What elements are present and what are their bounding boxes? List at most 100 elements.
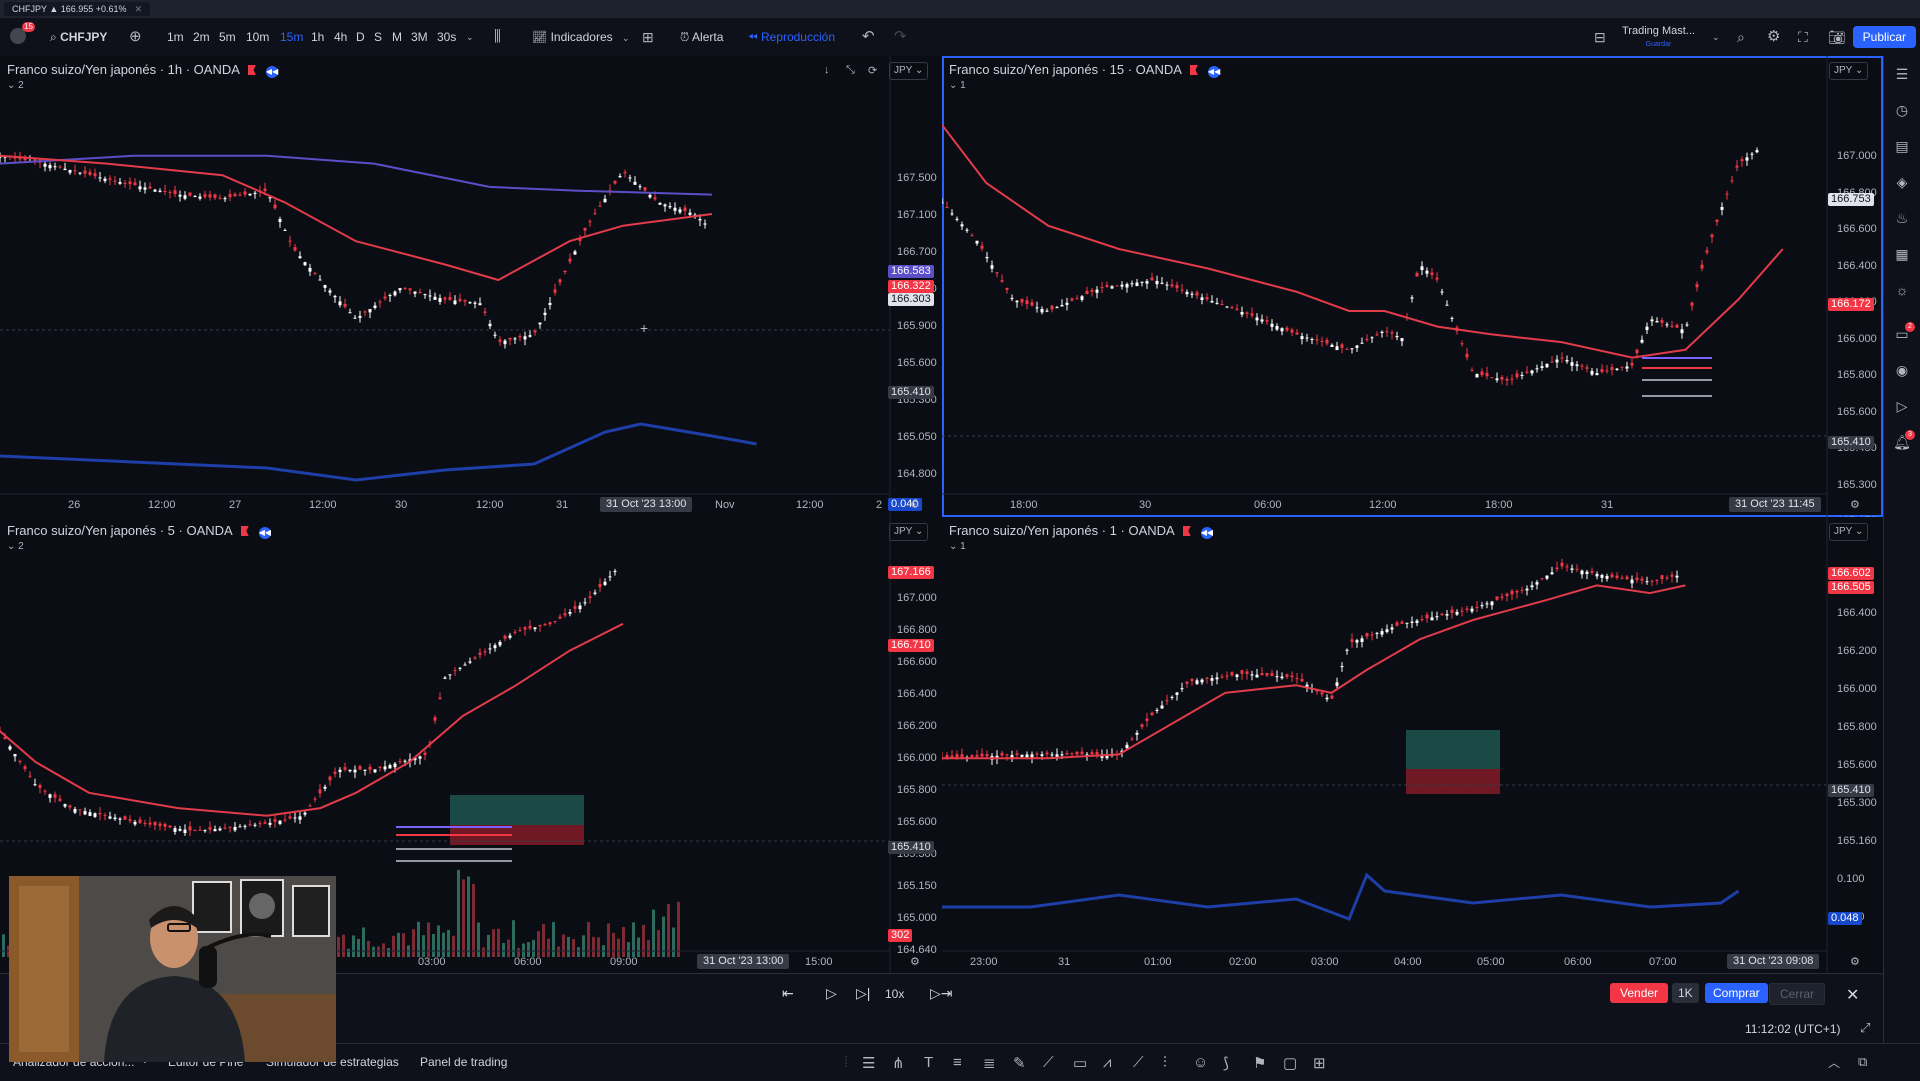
sell-button[interactable]: Vender: [1610, 983, 1669, 1003]
path-tool-icon[interactable]: ⟆: [1223, 1055, 1229, 1072]
undo-icon[interactable]: ↶: [862, 28, 875, 45]
flag-icon[interactable]: [247, 65, 256, 75]
channel-tool-icon[interactable]: ≣: [983, 1055, 996, 1072]
play-stream-icon[interactable]: ▷: [1896, 398, 1908, 414]
interval-15m[interactable]: 15m: [280, 30, 304, 44]
axis-settings-icon[interactable]: ⚙: [910, 499, 920, 511]
emoji-tool-icon[interactable]: ☺: [1193, 1054, 1209, 1071]
replay-mode-icon[interactable]: ◀◀: [258, 527, 271, 539]
indicators-button[interactable]: 📈︎ Indicadores ⌄: [532, 18, 630, 56]
camera-icon[interactable]: 📷︎: [1828, 29, 1846, 45]
axis-settings-icon[interactable]: ⚙: [1850, 956, 1860, 968]
chart-type-icon[interactable]: ⫼: [494, 28, 501, 45]
interval-3m[interactable]: 3M: [411, 30, 428, 44]
note-tool-icon[interactable]: ▢: [1283, 1055, 1298, 1072]
maximize-panel-icon[interactable]: ⤢: [1860, 1020, 1871, 1035]
interval-2m[interactable]: 2m: [193, 30, 210, 44]
flag-icon[interactable]: [1189, 65, 1198, 75]
indicators-collapse-toggle[interactable]: ⌄ 1: [949, 80, 966, 91]
pane-title[interactable]: Franco suizo/Yen japonés · 1 · OANDA ◀◀: [949, 523, 1213, 539]
play-icon[interactable]: ▷: [826, 985, 837, 1001]
maximize-pane-icon[interactable]: ⤡: [846, 64, 855, 76]
interval-1h[interactable]: 1h: [311, 30, 325, 44]
hotlists-icon[interactable]: ♨: [1895, 210, 1909, 226]
close-replay-icon[interactable]: ✕: [1846, 987, 1860, 1004]
intervals-dropdown-icon[interactable]: ⌄: [466, 32, 474, 42]
rectangle-tool-icon[interactable]: ▭: [1073, 1055, 1088, 1072]
pane-title[interactable]: Franco suizo/Yen japonés · 15 · OANDA ◀◀: [949, 62, 1220, 78]
user-menu-button[interactable]: 15: [10, 18, 35, 56]
tab-trading-panel[interactable]: Panel de trading: [420, 1055, 508, 1069]
currency-selector[interactable]: JPY ⌄: [889, 523, 929, 541]
step-forward-icon[interactable]: ▷|: [856, 985, 871, 1001]
interval-4h[interactable]: 4h: [334, 30, 348, 44]
horizontal-lines-tool-icon[interactable]: ☰: [862, 1055, 876, 1072]
chevron-up-icon[interactable]: ︿: [1828, 1056, 1841, 1070]
object-tree-icon[interactable]: ▤: [1895, 138, 1909, 154]
symbol-search-button[interactable]: ⌕ CHFJPY: [50, 18, 107, 56]
alert-button[interactable]: ⏰︎ Alerta: [680, 18, 723, 56]
gear-icon[interactable]: ⚙: [1767, 28, 1781, 45]
quantity-field[interactable]: 1K: [1672, 983, 1699, 1003]
currency-selector[interactable]: JPY ⌄: [889, 62, 929, 80]
quick-search-icon[interactable]: ⌕: [1737, 29, 1745, 45]
layout-select-icon[interactable]: ⊟: [1594, 29, 1606, 45]
interval-s[interactable]: S: [374, 30, 383, 44]
fullscreen-icon[interactable]: ⛶: [1798, 29, 1808, 45]
calendar-icon[interactable]: ▦: [1895, 246, 1909, 262]
interval-1m[interactable]: 1m: [167, 30, 184, 44]
replay-button[interactable]: ⏪︎ Reproducción: [748, 18, 835, 56]
replay-mode-icon[interactable]: ◀◀: [1200, 527, 1213, 539]
ideas-bulb-icon[interactable]: ☼: [1895, 282, 1909, 298]
trendline-tool-icon[interactable]: ⟋: [1043, 1054, 1054, 1071]
ray-tool-icon[interactable]: ⟋: [1133, 1054, 1144, 1071]
chart-pane-2[interactable]: Franco suizo/Yen japonés · 15 · OANDA ◀◀ ⌄…: [942, 56, 1883, 517]
indicators-collapse-toggle[interactable]: ⌄ 2: [7, 541, 24, 552]
text-tool-icon[interactable]: T: [924, 1054, 934, 1071]
replay-mode-icon[interactable]: ◀◀: [265, 66, 279, 78]
pane-title[interactable]: Franco suizo/Yen japonés · 5 · OANDA ◀◀: [7, 523, 271, 539]
interval-5m[interactable]: 5m: [219, 30, 236, 44]
pane-title[interactable]: Franco suizo/Yen japonés · 1h · OANDA ◀◀: [7, 62, 278, 78]
currency-selector[interactable]: JPY ⌄: [1829, 523, 1869, 541]
currency-selector[interactable]: JPY ⌄: [1829, 62, 1869, 80]
indicators-collapse-toggle[interactable]: ⌄ 1: [949, 541, 966, 552]
measure-tool-icon[interactable]: ⊞: [1313, 1055, 1326, 1072]
redo-icon[interactable]: ↷: [894, 28, 907, 45]
chart-pane-4[interactable]: Franco suizo/Yen japonés · 1 · OANDA ◀◀ ⌄ …: [942, 517, 1883, 973]
layout-dropdown-icon[interactable]: ⌄: [1712, 32, 1720, 42]
flag-icon[interactable]: [1182, 526, 1191, 536]
indicators-collapse-toggle[interactable]: ⌄ 2: [7, 80, 24, 91]
interval-30s[interactable]: 30s: [437, 30, 457, 44]
replay-mode-icon[interactable]: ◀◀: [1207, 66, 1221, 78]
scroll-down-icon[interactable]: ↓: [824, 64, 830, 76]
jump-to-start-icon[interactable]: ⇤: [782, 985, 794, 1001]
close-tab-icon[interactable]: ✕: [134, 4, 143, 14]
compare-symbol-icon[interactable]: ⊕: [129, 28, 142, 45]
watchlist-icon[interactable]: ☰: [1895, 66, 1909, 82]
axis-settings-icon[interactable]: ⚙: [1850, 499, 1860, 511]
interval-10m[interactable]: 10m: [246, 30, 270, 44]
browser-tab[interactable]: CHFJPY ▲ 166.955 +0.61% ✕: [4, 2, 151, 16]
pattern-tool-icon[interactable]: ⩘: [1103, 1054, 1112, 1071]
flag-icon[interactable]: [240, 526, 249, 536]
brush-tool-icon[interactable]: ✎: [1013, 1055, 1026, 1072]
layout-name-button[interactable]: Trading Mast... Guardar: [1622, 24, 1695, 62]
refresh-icon[interactable]: ⟳: [868, 65, 878, 77]
flag-tool-icon[interactable]: ⚑: [1253, 1055, 1267, 1072]
drag-handle-icon[interactable]: ⁞: [844, 1054, 849, 1071]
layers-icon[interactable]: ◈: [1896, 174, 1908, 190]
fib-tool-icon[interactable]: ≡: [953, 1054, 962, 1071]
signals-icon[interactable]: ◉: [1895, 362, 1909, 378]
chart-pane-1[interactable]: Franco suizo/Yen japonés · 1h · OANDA ◀◀ ⌄…: [0, 56, 942, 517]
alerts-clock-icon[interactable]: ◷: [1895, 102, 1909, 118]
jump-to-realtime-icon[interactable]: ▷⇥: [930, 985, 953, 1001]
publish-button[interactable]: Publicar: [1852, 26, 1916, 48]
restore-panel-icon[interactable]: ⧉: [1858, 1054, 1868, 1069]
clock-readout[interactable]: 11:12:02 (UTC+1): [1745, 1022, 1841, 1036]
bars-pattern-icon[interactable]: ⫶: [1163, 1054, 1167, 1071]
interval-m[interactable]: M: [392, 30, 402, 44]
pitchfork-tool-icon[interactable]: ⋔: [892, 1055, 905, 1072]
templates-grid-icon[interactable]: ⊞: [642, 29, 654, 45]
interval-d[interactable]: D: [356, 30, 365, 44]
